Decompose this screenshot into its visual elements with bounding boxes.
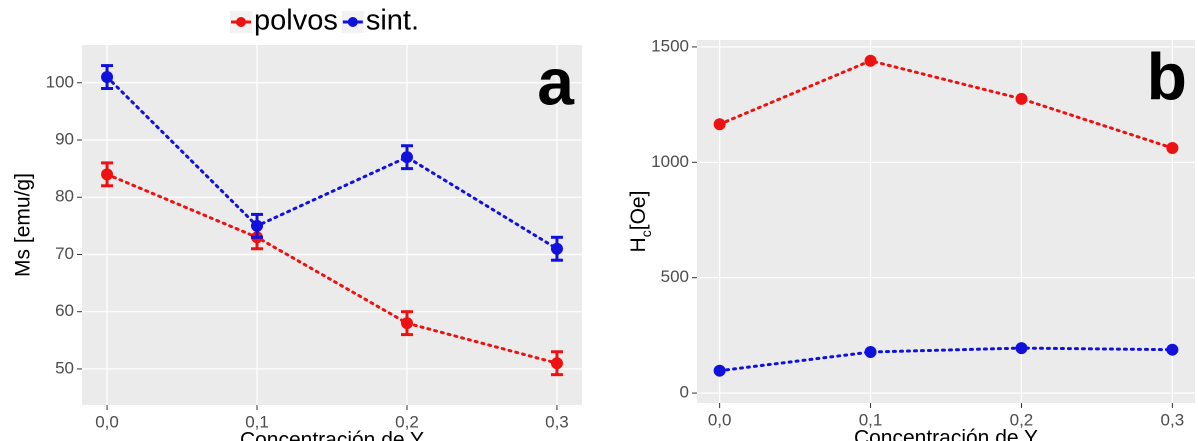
panel-letter: b [1147, 39, 1187, 113]
point [101, 168, 114, 181]
y-tick-label: 1500 [651, 36, 689, 55]
point [713, 364, 726, 377]
point [251, 219, 264, 232]
point [1166, 343, 1179, 356]
y-tick-label: 80 [55, 187, 74, 206]
y-tick-label: 0 [680, 383, 689, 402]
point [400, 317, 413, 330]
y-axis-title-part: [Oe] [627, 191, 650, 231]
point [1015, 92, 1028, 105]
point [864, 346, 877, 358]
y-tick-label: 500 [661, 267, 689, 286]
plot-background [82, 45, 582, 405]
point [550, 357, 563, 370]
x-axis-title: Concentración de Y [240, 429, 424, 441]
y-tick-label: 50 [55, 358, 74, 377]
point [864, 54, 877, 67]
series-line [105, 172, 559, 365]
point [550, 242, 563, 255]
x-tick-label: 0,0 [708, 410, 732, 429]
legend-label: sint. [366, 5, 419, 37]
y-axis-title-part: c [638, 230, 654, 237]
x-tick-label: 0,1 [859, 410, 883, 429]
x-tick-label: 0,3 [1161, 410, 1185, 429]
x-tick-label: 0,1 [245, 412, 269, 431]
y-tick-label: 1000 [651, 152, 689, 171]
y-axis-title: Ms [emu/g] [12, 173, 35, 277]
y-tick-label: 90 [55, 129, 74, 148]
y-axis-title: Hc[Oe] [627, 191, 654, 253]
point [400, 151, 413, 164]
y-tick-label: 100 [46, 72, 74, 91]
x-tick-label: 0,3 [545, 412, 569, 431]
x-tick-label: 0,2 [1010, 410, 1034, 429]
series-line [105, 75, 559, 251]
point [1015, 342, 1028, 355]
x-tick-label: 0,2 [395, 412, 419, 431]
legend-key-point [236, 17, 246, 27]
point [1166, 142, 1179, 154]
series-line [718, 346, 1174, 373]
point [101, 71, 114, 84]
plot-background [697, 40, 1195, 403]
x-tick-label: 0,0 [95, 412, 119, 431]
y-axis-title-part: H [627, 237, 650, 252]
x-axis-title: Concentración de Y [854, 427, 1038, 441]
legend-key-point [347, 17, 358, 27]
point [713, 118, 726, 131]
legend-label: polvos [254, 5, 338, 37]
y-tick-label: 70 [55, 244, 74, 263]
y-tick-label: 60 [55, 301, 74, 320]
series-line [718, 59, 1174, 150]
panel-letter: a [537, 44, 575, 118]
